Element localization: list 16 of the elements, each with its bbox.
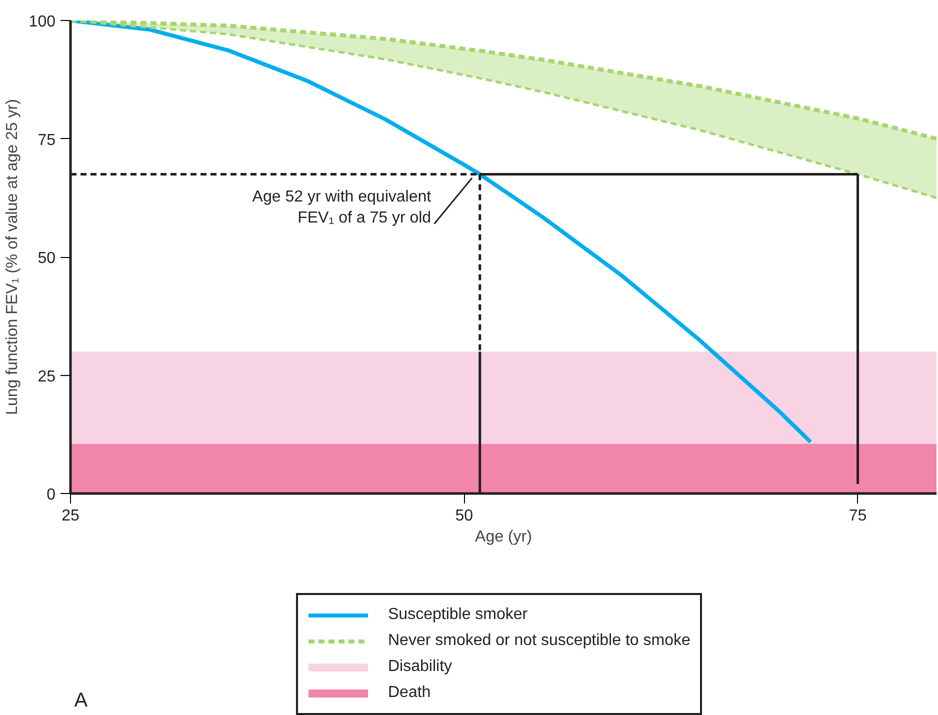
legend-label: Disability	[388, 657, 452, 677]
legend-label: Death	[388, 683, 431, 703]
y-tick-label: 25	[38, 368, 56, 386]
y-axis-title: Lung function FEV₁ (% of value at age 25 yr)	[4, 99, 21, 415]
legend-label: Never smoked or not susceptible to smoke	[388, 631, 690, 651]
x-axis-title: Age (yr)	[475, 528, 532, 546]
x-tick-label: 75	[848, 508, 867, 524]
annotation: Age 52 yr with equivalent FEV₁ of a 75 yr old	[252, 188, 432, 227]
x-tick-label: 25	[62, 508, 80, 524]
y-tick-label: 50	[38, 250, 56, 267]
x-tick-label: 50	[455, 508, 474, 524]
y-tick-label: 0	[46, 486, 56, 504]
legend-label: Susceptible smoker	[388, 605, 528, 625]
y-tick-label: 75	[38, 132, 56, 149]
text: A	[74, 690, 88, 712]
y-tick-label: 100	[28, 14, 56, 30]
